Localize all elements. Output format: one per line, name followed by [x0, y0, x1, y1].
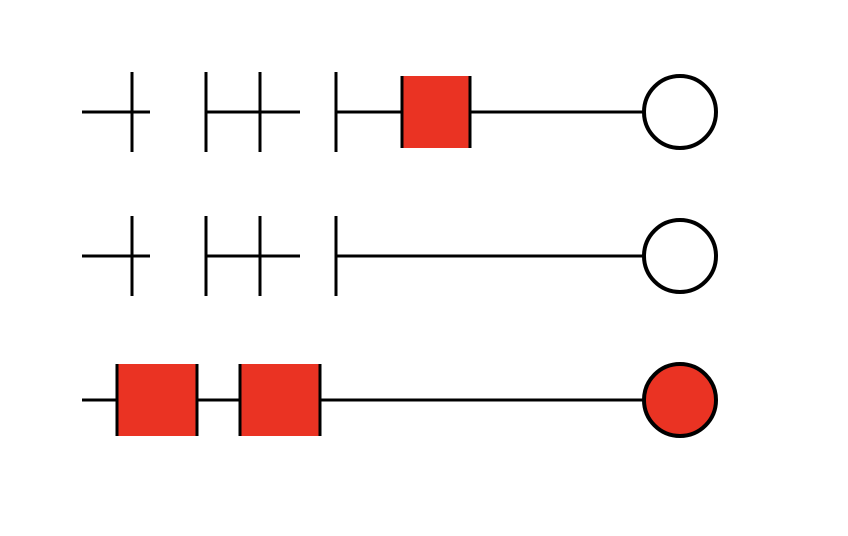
output-coil	[644, 76, 716, 148]
ladder-diagram	[0, 0, 848, 536]
output-coil	[644, 364, 716, 436]
filled-block	[117, 364, 197, 436]
ladder-row	[82, 364, 716, 436]
ladder-row	[82, 216, 716, 296]
filled-block	[240, 364, 320, 436]
ladder-row	[82, 72, 716, 152]
output-coil	[644, 220, 716, 292]
filled-block	[402, 76, 470, 148]
